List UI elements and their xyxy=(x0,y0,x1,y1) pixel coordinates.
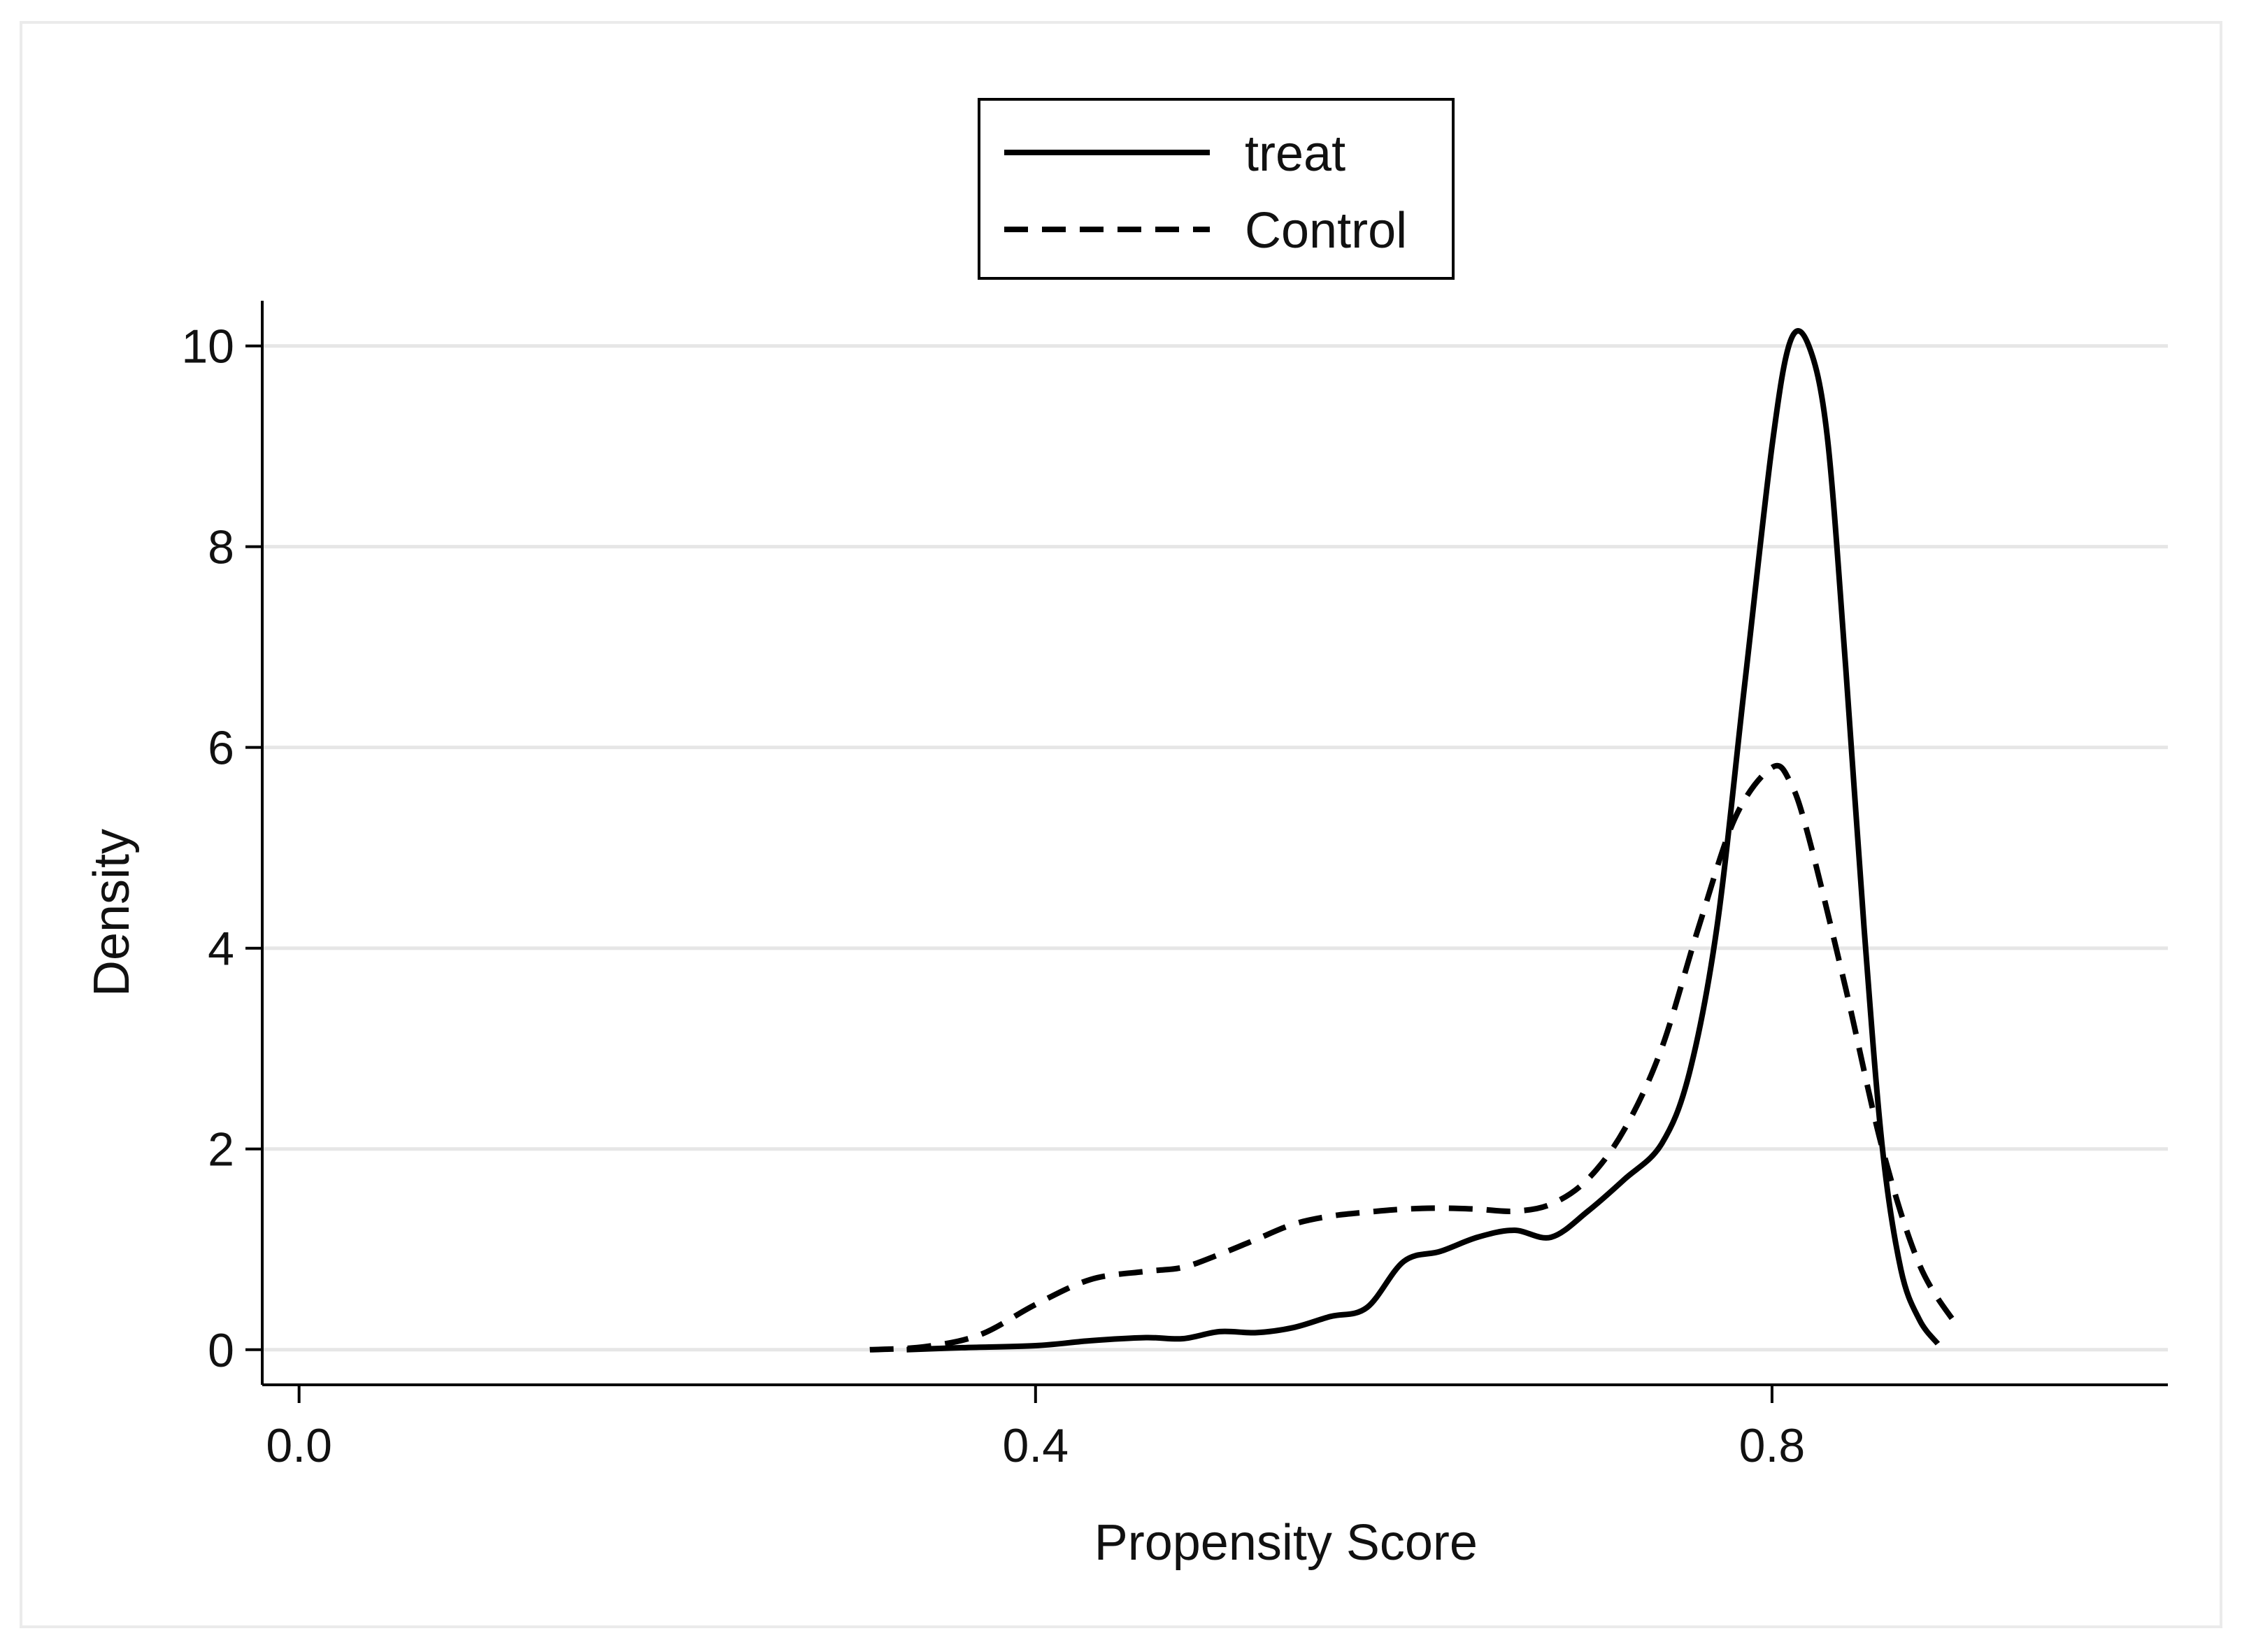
x-tick-label-0: 0.0 xyxy=(266,1419,332,1472)
series-line-control xyxy=(869,762,1959,1353)
x-tick-label-2: 0.8 xyxy=(1739,1419,1806,1472)
gridlines xyxy=(262,344,2168,1352)
legend-box xyxy=(978,98,1455,280)
legend: treat Control xyxy=(978,98,1455,280)
y-tick-label-5: 10 xyxy=(181,320,234,373)
x-tick-label-1: 0.4 xyxy=(1003,1419,1069,1472)
series-lines xyxy=(869,328,1959,1353)
legend-label-treat: treat xyxy=(1245,126,1345,182)
y-tick-label-4: 8 xyxy=(208,521,234,574)
ticks: 0 2 4 6 8 10 0.0 0.4 0.8 xyxy=(181,320,1805,1472)
y-tick-label-0: 0 xyxy=(208,1324,234,1377)
y-tick-label-3: 6 xyxy=(208,722,234,775)
y-axis-label: Density xyxy=(84,829,140,997)
legend-label-control: Control xyxy=(1245,203,1407,259)
axes xyxy=(261,301,2168,1386)
series-line-treat xyxy=(906,328,1941,1353)
y-tick-label-2: 4 xyxy=(208,923,234,976)
x-axis-label: Propensity Score xyxy=(1094,1515,1478,1571)
y-tick-label-1: 2 xyxy=(208,1123,234,1176)
